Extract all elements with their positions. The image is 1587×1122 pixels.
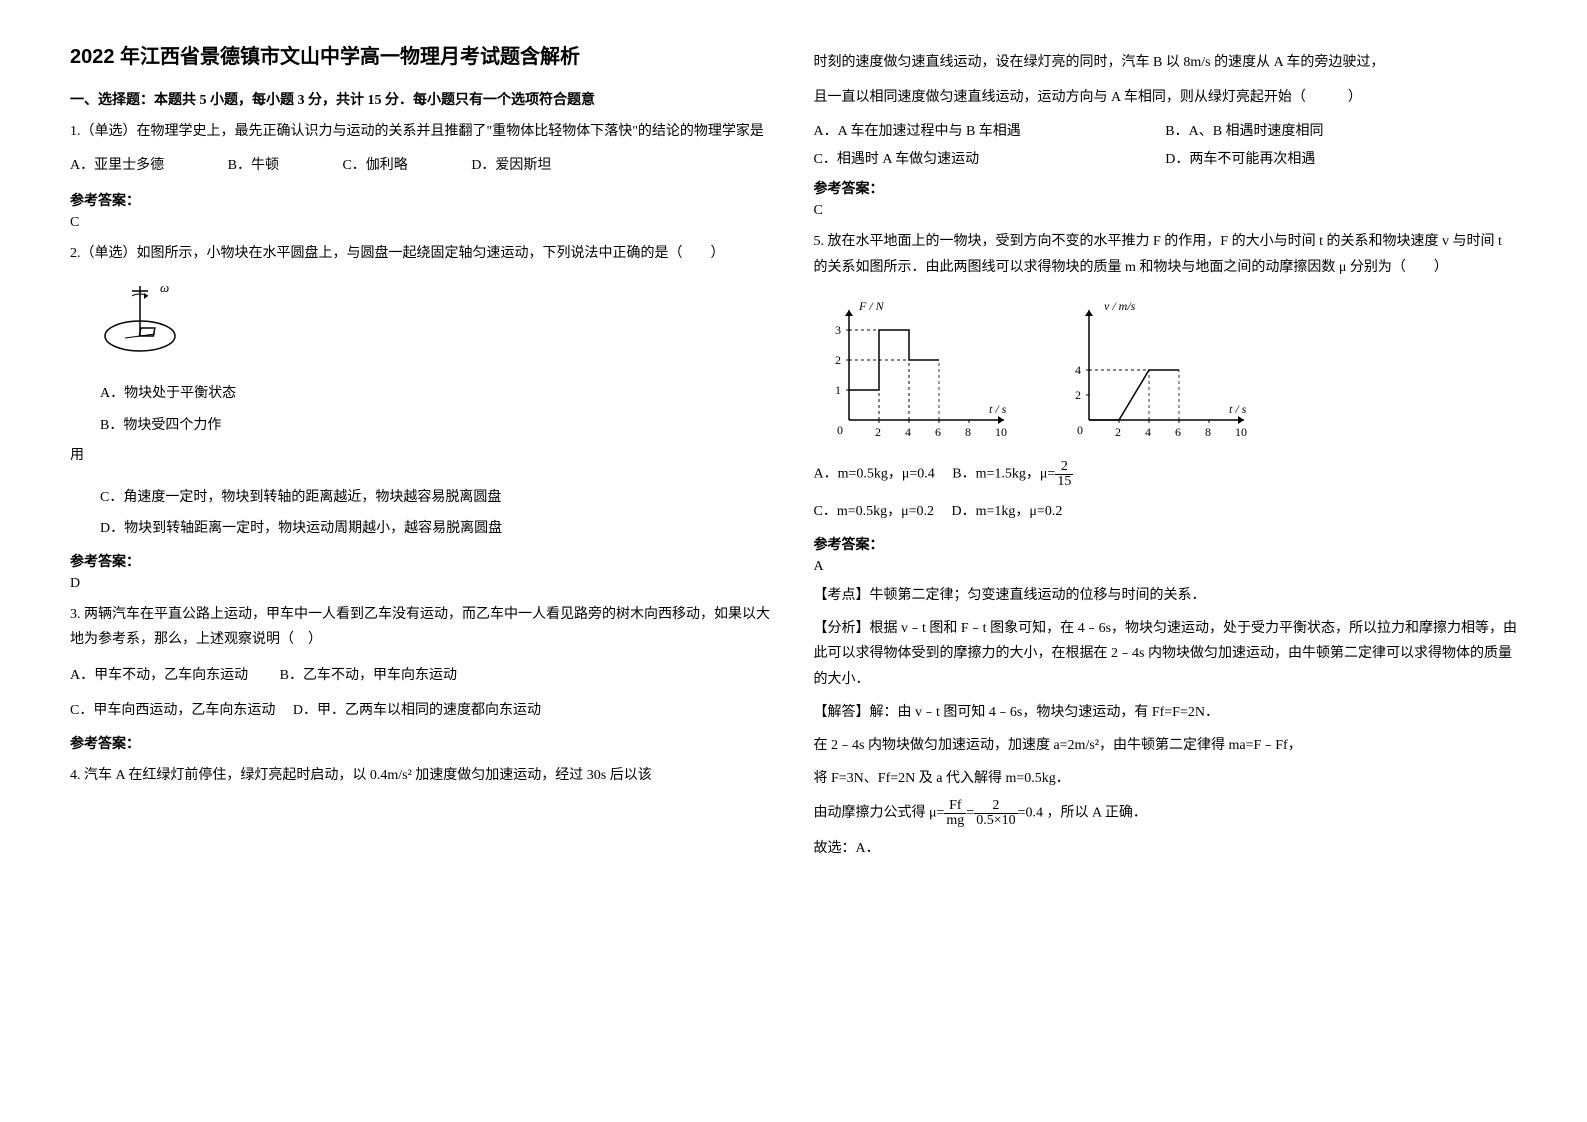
question-4-p1: 4. 汽车 A 在红绿灯前停住，绿灯亮起时启动，以 0.4m/s² 加速度做匀加… [70, 763, 774, 788]
q1-answer-label: 参考答案： [70, 190, 774, 210]
q2-opt-b: B．物块受四个力作 [100, 413, 774, 438]
q5-jieda4-pre: 由动摩擦力公式得 [814, 806, 930, 821]
svg-text:ω: ω [160, 280, 169, 295]
q2-answer: D [70, 576, 774, 592]
svg-text:3: 3 [835, 323, 841, 337]
q2-opt-b-cont: 用 [70, 444, 774, 464]
section-1-header: 一、选择题：本题共 5 小题，每小题 3 分，共计 15 分．每小题只有一个选项… [70, 89, 774, 109]
q3-options-row1: A．甲车不动，乙车向东运动 B．乙车不动，甲车向东运动 [70, 663, 774, 688]
friction-formula: μ=Ffmg=20.5×10=0.4 [929, 799, 1043, 828]
q3-options-row2: C．甲车向西运动，乙车向东运动 D．甲．乙两车以相同的速度都向东运动 [70, 698, 774, 723]
question-4-p2: 时刻的速度做匀速直线运动，设在绿灯亮的同时，汽车 B 以 8m/s 的速度从 A… [814, 50, 1518, 75]
force-time-chart: F / N t / s 0 1 2 3 2 4 6 8 10 [814, 295, 1014, 445]
q2-stem: 2.（单选）如图所示，小物块在水平圆盘上，与圆盘一起绕固定轴匀速运动，下列说法中… [70, 241, 774, 266]
svg-text:v / m/s: v / m/s [1104, 299, 1136, 313]
q4-opt-d: D．两车不可能再次相遇 [1165, 148, 1517, 168]
svg-text:4: 4 [905, 425, 911, 439]
velocity-time-chart: v / m/s t / s 0 2 4 2 4 6 8 10 [1054, 295, 1254, 445]
svg-text:2: 2 [875, 425, 881, 439]
q5-opt-c: C．m=0.5kg，μ=0.2 [814, 504, 935, 519]
q5-jieda3: 将 F=3N、Ff=2N 及 a 代入解得 m=0.5kg． [814, 766, 1518, 791]
svg-text:2: 2 [1075, 388, 1081, 402]
q5-opt-d: D．m=1kg，μ=0.2 [952, 504, 1063, 519]
q5-kaodian: 【考点】牛顿第二定律；匀变速直线运动的位移与时间的关系． [814, 583, 1518, 608]
q5-opt-a: A．m=0.5kg，μ=0.4 [814, 466, 935, 481]
q2-opt-a: A．物块处于平衡状态 [100, 381, 774, 406]
q5-jieda1: 【解答】解：由 v﹣t 图可知 4﹣6s，物块匀速运动，有 Ff=F=2N． [814, 700, 1518, 725]
svg-text:0: 0 [1077, 423, 1083, 437]
q3-stem: 3. 两辆汽车在平直公路上运动，甲车中一人看到乙车没有运动，而乙车中一人看见路旁… [70, 602, 774, 652]
q5-charts: F / N t / s 0 1 2 3 2 4 6 8 10 v / m/s t / s 0 2 4 2 4 6 8… [814, 295, 1518, 445]
question-3: 3. 两辆汽车在平直公路上运动，甲车中一人看到乙车没有运动，而乙车中一人看见路旁… [70, 602, 774, 652]
q2-opt-c: C．角速度一定时，物块到转轴的距离越近，物块越容易脱离圆盘 [100, 485, 774, 510]
svg-text:1: 1 [835, 383, 841, 397]
rotating-disk-diagram: ω [90, 276, 190, 366]
q4-options-row1: A．A 车在加速过程中与 B 车相遇 B．A、B 相遇时速度相同 [814, 120, 1518, 140]
q1-answer: C [70, 215, 774, 231]
q1-stem: 1.（单选）在物理学史上，最先正确认识力与运动的关系并且推翻了"重物体比轻物体下… [70, 119, 774, 144]
svg-text:8: 8 [1205, 425, 1211, 439]
q5-options-row2: C．m=0.5kg，μ=0.2 D．m=1kg，μ=0.2 [814, 499, 1518, 524]
q4-opt-c: C．相遇时 A 车做匀速运动 [814, 148, 1166, 168]
q1-opt-c: C．伽利略 [342, 152, 407, 180]
q1-opt-a: A．亚里士多德 [70, 152, 164, 180]
q1-opt-b: B．牛顿 [228, 152, 279, 180]
svg-text:2: 2 [1115, 425, 1121, 439]
q5-jieda5: 故选：A． [814, 836, 1518, 861]
q1-options: A．亚里士多德 B．牛顿 C．伽利略 D．爱因斯坦 [70, 152, 774, 180]
q2-opt-d: D．物块到转轴距离一定时，物块运动周期越小，越容易脱离圆盘 [100, 516, 774, 541]
svg-text:6: 6 [935, 425, 941, 439]
svg-text:4: 4 [1075, 363, 1081, 377]
question-2: 2.（单选）如图所示，小物块在水平圆盘上，与圆盘一起绕固定轴匀速运动，下列说法中… [70, 241, 774, 266]
svg-text:8: 8 [965, 425, 971, 439]
right-column: 时刻的速度做匀速直线运动，设在绿灯亮的同时，汽车 B 以 8m/s 的速度从 A… [794, 40, 1538, 1082]
q5-opt-b-pre: B．m=1.5kg，μ= [952, 466, 1055, 481]
svg-text:4: 4 [1145, 425, 1151, 439]
svg-text:10: 10 [995, 425, 1007, 439]
svg-text:t / s: t / s [1229, 402, 1247, 416]
q4-opt-a: A．A 车在加速过程中与 B 车相遇 [814, 120, 1166, 140]
question-5: 5. 放在水平地面上的一物块，受到方向不变的水平推力 F 的作用，F 的大小与时… [814, 229, 1518, 279]
q5-opt-b-frac: 215 [1055, 460, 1073, 489]
svg-text:0: 0 [837, 423, 843, 437]
q3-answer-label: 参考答案： [70, 733, 774, 753]
page-title: 2022 年江西省景德镇市文山中学高一物理月考试题含解析 [70, 40, 774, 69]
q2-diagram: ω [90, 276, 774, 371]
q5-fenxi: 【分析】根据 v﹣t 图和 F﹣t 图象可知，在 4﹣6s，物块匀速运动，处于受… [814, 616, 1518, 692]
q4-options-row2: C．相遇时 A 车做匀速运动 D．两车不可能再次相遇 [814, 148, 1518, 168]
q5-answer-label: 参考答案： [814, 534, 1518, 554]
q3-opt-c: C．甲车向西运动，乙车向东运动 [70, 703, 275, 718]
q4-answer: C [814, 203, 1518, 219]
q2-answer-label: 参考答案： [70, 551, 774, 571]
svg-text:t / s: t / s [989, 402, 1007, 416]
q3-opt-a: A．甲车不动，乙车向东运动 [70, 668, 248, 683]
q5-jieda4: 由动摩擦力公式得 μ=Ffmg=20.5×10=0.4 ，所以 A 正确． [814, 799, 1518, 828]
q4-answer-label: 参考答案： [814, 178, 1518, 198]
q5-answer: A [814, 559, 1518, 575]
q5-options-row1: A．m=0.5kg，μ=0.4 B．m=1.5kg，μ=215 [814, 460, 1518, 489]
q3-opt-b: B．乙车不动，甲车向东运动 [280, 668, 457, 683]
q4-opt-b: B．A、B 相遇时速度相同 [1165, 120, 1517, 140]
q1-opt-d: D．爱因斯坦 [471, 152, 551, 180]
svg-text:F / N: F / N [858, 299, 885, 313]
svg-text:2: 2 [835, 353, 841, 367]
q5-jieda2: 在 2﹣4s 内物块做匀加速运动，加速度 a=2m/s²，由牛顿第二定律得 ma… [814, 733, 1518, 758]
q5-jieda4-post: ，所以 A 正确． [1047, 806, 1147, 821]
left-column: 2022 年江西省景德镇市文山中学高一物理月考试题含解析 一、选择题：本题共 5… [50, 40, 794, 1082]
q3-opt-d: D．甲．乙两车以相同的速度都向东运动 [293, 703, 541, 718]
question-1: 1.（单选）在物理学史上，最先正确认识力与运动的关系并且推翻了"重物体比轻物体下… [70, 119, 774, 180]
question-4-p3: 且一直以相同速度做匀速直线运动，运动方向与 A 车相同，则从绿灯亮起开始（ ） [814, 85, 1518, 110]
svg-text:10: 10 [1235, 425, 1247, 439]
svg-text:6: 6 [1175, 425, 1181, 439]
